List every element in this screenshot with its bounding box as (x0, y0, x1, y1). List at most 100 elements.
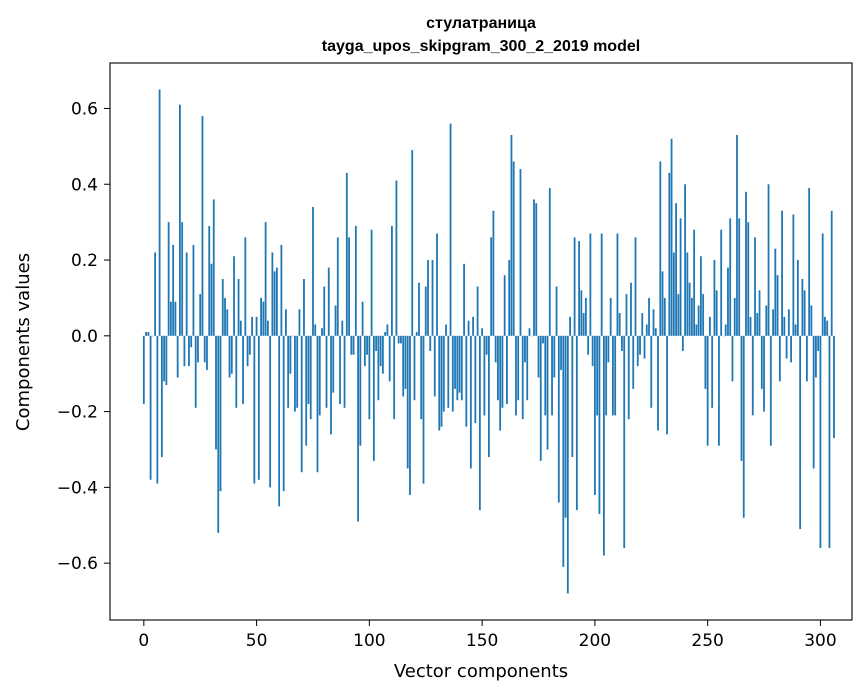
bar (402, 335, 405, 397)
bar (298, 309, 301, 336)
bar (494, 335, 497, 363)
bar (783, 316, 786, 336)
bar (796, 260, 799, 336)
bar (242, 335, 244, 405)
bar (571, 335, 574, 458)
bar (156, 335, 159, 484)
bar (469, 335, 472, 469)
bar (544, 335, 547, 416)
bar (605, 335, 608, 416)
bar (564, 335, 567, 518)
bar (679, 218, 682, 336)
bar (188, 335, 190, 367)
bar (555, 286, 558, 336)
bar (262, 301, 265, 336)
bar (609, 297, 612, 336)
bar (275, 267, 278, 336)
bar (388, 335, 391, 382)
bar (438, 335, 441, 431)
bar (528, 328, 531, 336)
bar (546, 335, 549, 450)
bar (745, 191, 747, 336)
bar (185, 252, 188, 336)
bar (415, 332, 418, 336)
bar (506, 335, 508, 405)
bar (429, 335, 432, 351)
bar (675, 203, 677, 336)
bar (727, 267, 729, 336)
bar (537, 335, 540, 378)
bar (790, 335, 792, 363)
bar (695, 324, 698, 336)
x-axis: 0 50 100 150 200 250 300 (138, 620, 837, 651)
bar (828, 335, 831, 549)
bar (517, 335, 520, 401)
bar (381, 335, 384, 374)
bar (817, 335, 820, 351)
bar (368, 335, 371, 420)
bar (657, 335, 659, 431)
bar (375, 335, 378, 351)
bar (221, 278, 224, 336)
bar (285, 309, 287, 336)
bar (458, 335, 461, 393)
bar (215, 335, 217, 450)
bar (451, 335, 454, 412)
bar (357, 335, 359, 522)
bar (212, 199, 215, 336)
bar (294, 335, 296, 412)
y-tick-label: 0.0 (71, 327, 98, 347)
bar (562, 335, 565, 567)
bar (296, 335, 299, 408)
bar (366, 335, 368, 355)
bar (778, 335, 781, 382)
bar (149, 335, 152, 480)
bar (251, 316, 253, 336)
bar (224, 297, 226, 336)
bar (316, 335, 319, 473)
bar (812, 335, 815, 469)
bar (661, 271, 664, 336)
bar (621, 335, 623, 351)
bar (287, 335, 290, 408)
bar (810, 305, 813, 336)
bar (503, 275, 506, 336)
bar (210, 263, 213, 336)
bar (142, 335, 145, 405)
bar (643, 335, 646, 359)
bar (521, 335, 524, 420)
bar (440, 335, 443, 427)
bar (765, 305, 768, 336)
bar (145, 332, 147, 336)
bar (350, 335, 353, 355)
bar (630, 282, 632, 336)
bar (300, 335, 303, 473)
bar (154, 252, 156, 336)
bar (614, 335, 617, 416)
bar (824, 316, 826, 336)
bar (747, 222, 750, 336)
bar (713, 260, 716, 336)
bar (325, 335, 328, 408)
bar (409, 335, 411, 495)
bar (169, 301, 172, 336)
bar (264, 222, 267, 336)
bar (623, 335, 626, 549)
bar (203, 335, 206, 363)
bar (519, 169, 522, 336)
bar (763, 335, 765, 412)
bar (312, 206, 314, 336)
bar (769, 335, 772, 446)
bar (512, 161, 515, 336)
x-tick-label: 300 (804, 631, 836, 651)
bar (776, 275, 779, 336)
bar (830, 210, 833, 336)
bar (327, 267, 330, 336)
bar (230, 335, 233, 374)
bar (339, 335, 341, 405)
bar (476, 286, 479, 336)
bar (393, 335, 396, 420)
bar (526, 335, 529, 401)
bar (206, 335, 208, 370)
bar (589, 233, 592, 336)
